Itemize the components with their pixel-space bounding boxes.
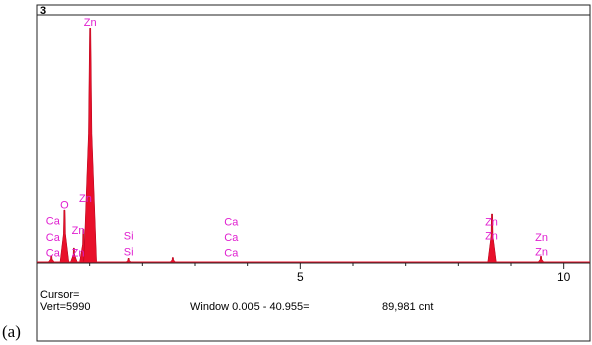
peaks-layer [37,27,590,264]
peak-label: Zn [84,17,97,29]
peak-label: Ca [46,216,61,228]
count-readout: 89,981 cnt [382,301,433,313]
spectrum-id: 3 [40,5,46,17]
ticks-layer: 5 10 [89,263,571,284]
cursor-readout: Cursor= [40,289,79,301]
peak-label: Ca [46,232,61,244]
peak-label: Ca [224,232,239,244]
panel-label: (a) [2,322,21,341]
labels-layer: Zn O Ca Ca Ca Zn Zn Zn Si Si Ca Ca Ca Zn Zn Zn Zn [46,17,548,260]
peak-label: Zn [72,247,85,259]
peak-label: Ca [46,248,61,260]
peak-label: Zn [485,216,498,228]
x-tick-label: 5 [297,270,304,284]
peak-label: Zn [535,232,548,244]
peak-label: O [60,200,69,212]
peak-label: Si [124,230,134,242]
x-tick-label: 10 [557,270,571,284]
peak-label: Zn [535,247,548,259]
peak-label: Zn [79,193,92,205]
window-readout: Window 0.005 - 40.955= [190,301,310,313]
spectrum-frame [36,4,591,342]
peak-label: Ca [224,248,239,260]
peak-label: Zn [72,225,85,237]
peak-label: Zn [485,230,498,242]
vert-readout: Vert=5990 [40,301,90,313]
peak-label: Ca [224,216,239,228]
peak-label: Si [124,247,134,259]
